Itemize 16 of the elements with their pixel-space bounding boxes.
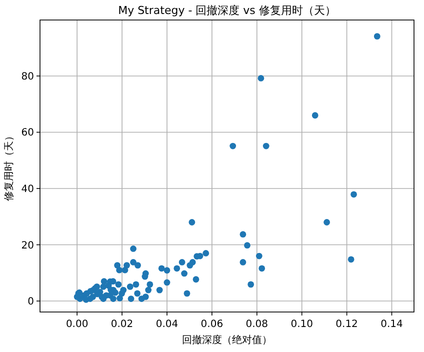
y-tick-label: 0 <box>28 296 34 308</box>
x-tick-label: 0.14 <box>380 319 403 330</box>
x-tick-label: 0.00 <box>66 319 88 330</box>
y-axis-title: 修复用时（天） <box>3 131 15 201</box>
y-tick-label: 80 <box>21 71 34 82</box>
y-tick-label: 20 <box>21 240 34 252</box>
x-tick-label: 0.12 <box>336 319 358 330</box>
x-tick-label: 0.06 <box>200 319 224 330</box>
y-tick-label: 60 <box>21 128 34 139</box>
y-tick-label: 40 <box>21 184 34 196</box>
x-tick-label: 0.10 <box>290 319 313 330</box>
x-axis-title: 回撤深度（绝对值） <box>182 334 272 346</box>
x-tick-label: 0.02 <box>110 319 134 330</box>
chart-title: My Strategy - 回撤深度 vs 修复用时（天） <box>118 4 336 17</box>
x-tick-label: 0.08 <box>246 319 268 330</box>
x-tick-label: 0.04 <box>156 319 178 330</box>
